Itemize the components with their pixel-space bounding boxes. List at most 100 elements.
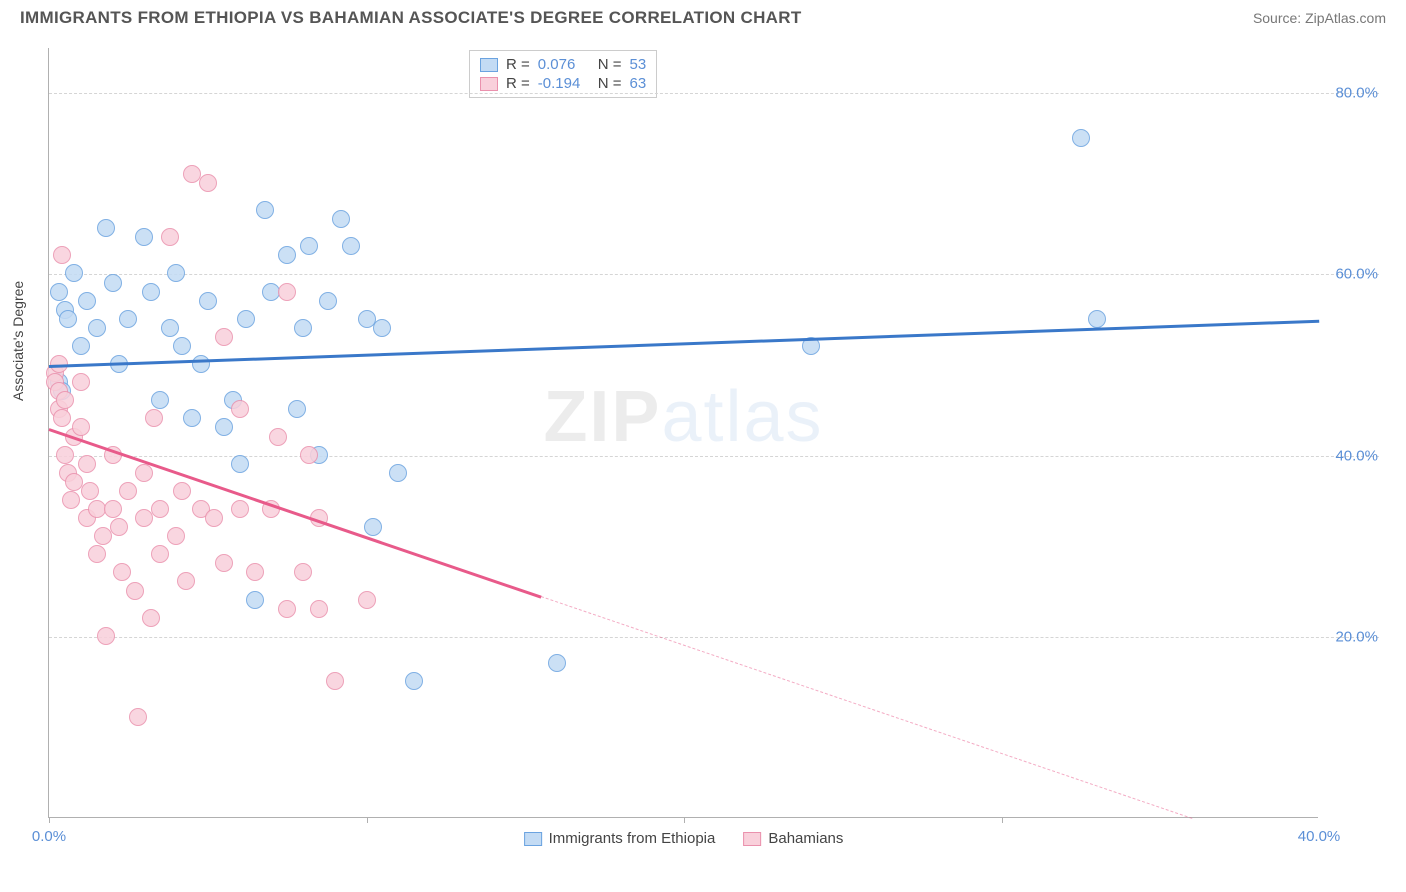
data-point [294, 319, 312, 337]
data-point [199, 174, 217, 192]
data-point [59, 310, 77, 328]
data-point [300, 446, 318, 464]
data-point [300, 237, 318, 255]
data-point [94, 527, 112, 545]
data-point [53, 409, 71, 427]
data-point [192, 355, 210, 373]
gridline [49, 456, 1379, 457]
legend-stat-row: R =-0.194N =63 [480, 74, 646, 93]
data-point [78, 292, 96, 310]
y-tick-label: 60.0% [1323, 266, 1378, 283]
data-point [65, 264, 83, 282]
data-point [332, 210, 350, 228]
data-point [126, 582, 144, 600]
r-label: R = [506, 56, 530, 73]
data-point [1072, 129, 1090, 147]
legend-series-item: Immigrants from Ethiopia [524, 830, 716, 847]
data-point [167, 527, 185, 545]
regression-line [541, 596, 1192, 819]
data-point [145, 409, 163, 427]
y-tick-label: 80.0% [1323, 85, 1378, 102]
x-tick [367, 817, 368, 823]
data-point [342, 237, 360, 255]
data-point [135, 464, 153, 482]
data-point [50, 283, 68, 301]
data-point [278, 246, 296, 264]
data-point [231, 455, 249, 473]
x-tick [1002, 817, 1003, 823]
legend-stat-row: R =0.076N =53 [480, 55, 646, 74]
data-point [310, 600, 328, 618]
data-point [294, 563, 312, 581]
data-point [151, 500, 169, 518]
data-point [278, 283, 296, 301]
n-value: 63 [630, 75, 647, 92]
chart-title: IMMIGRANTS FROM ETHIOPIA VS BAHAMIAN ASS… [20, 8, 802, 28]
data-point [135, 509, 153, 527]
plot-area: ZIPatlas R =0.076N =53R =-0.194N =63 Imm… [48, 48, 1318, 818]
watermark-logo: ZIPatlas [543, 376, 823, 458]
legend-series-item: Bahamians [743, 830, 843, 847]
data-point [72, 337, 90, 355]
data-point [177, 572, 195, 590]
y-axis-label: Associate's Degree [10, 281, 26, 401]
data-point [56, 446, 74, 464]
data-point [364, 518, 382, 536]
data-point [288, 400, 306, 418]
x-tick [684, 817, 685, 823]
data-point [269, 428, 287, 446]
data-point [151, 545, 169, 563]
data-point [256, 201, 274, 219]
data-point [215, 554, 233, 572]
data-point [113, 563, 131, 581]
data-point [237, 310, 255, 328]
data-point [161, 228, 179, 246]
legend-swatch-icon [743, 832, 761, 846]
gridline [49, 274, 1379, 275]
data-point [97, 219, 115, 237]
y-tick-label: 20.0% [1323, 628, 1378, 645]
data-point [183, 409, 201, 427]
legend-swatch-icon [480, 77, 498, 91]
data-point [56, 391, 74, 409]
data-point [326, 672, 344, 690]
data-point [135, 228, 153, 246]
data-point [167, 264, 185, 282]
data-point [215, 418, 233, 436]
data-point [246, 591, 264, 609]
n-value: 53 [630, 56, 647, 73]
data-point [88, 319, 106, 337]
data-point [405, 672, 423, 690]
data-point [110, 518, 128, 536]
data-point [78, 455, 96, 473]
legend-stats: R =0.076N =53R =-0.194N =63 [469, 50, 657, 98]
data-point [215, 328, 233, 346]
r-label: R = [506, 75, 530, 92]
x-tick [49, 817, 50, 823]
x-tick-label: 0.0% [32, 828, 66, 845]
watermark-part1: ZIP [543, 377, 661, 457]
regression-line [49, 320, 1319, 368]
r-value: 0.076 [538, 56, 590, 73]
correlation-chart: Associate's Degree ZIPatlas R =0.076N =5… [48, 48, 1388, 818]
data-point [548, 654, 566, 672]
y-tick-label: 40.0% [1323, 447, 1378, 464]
source-attribution: Source: ZipAtlas.com [1253, 10, 1386, 26]
x-tick-label: 40.0% [1298, 828, 1341, 845]
data-point [97, 627, 115, 645]
legend-series-label: Bahamians [768, 830, 843, 847]
data-point [129, 708, 147, 726]
data-point [173, 337, 191, 355]
data-point [142, 283, 160, 301]
data-point [373, 319, 391, 337]
legend-series: Immigrants from Ethiopia Bahamians [524, 830, 844, 847]
r-value: -0.194 [538, 75, 590, 92]
data-point [142, 609, 160, 627]
data-point [119, 310, 137, 328]
data-point [199, 292, 217, 310]
legend-swatch-icon [524, 832, 542, 846]
data-point [104, 274, 122, 292]
data-point [231, 400, 249, 418]
data-point [119, 482, 137, 500]
data-point [389, 464, 407, 482]
